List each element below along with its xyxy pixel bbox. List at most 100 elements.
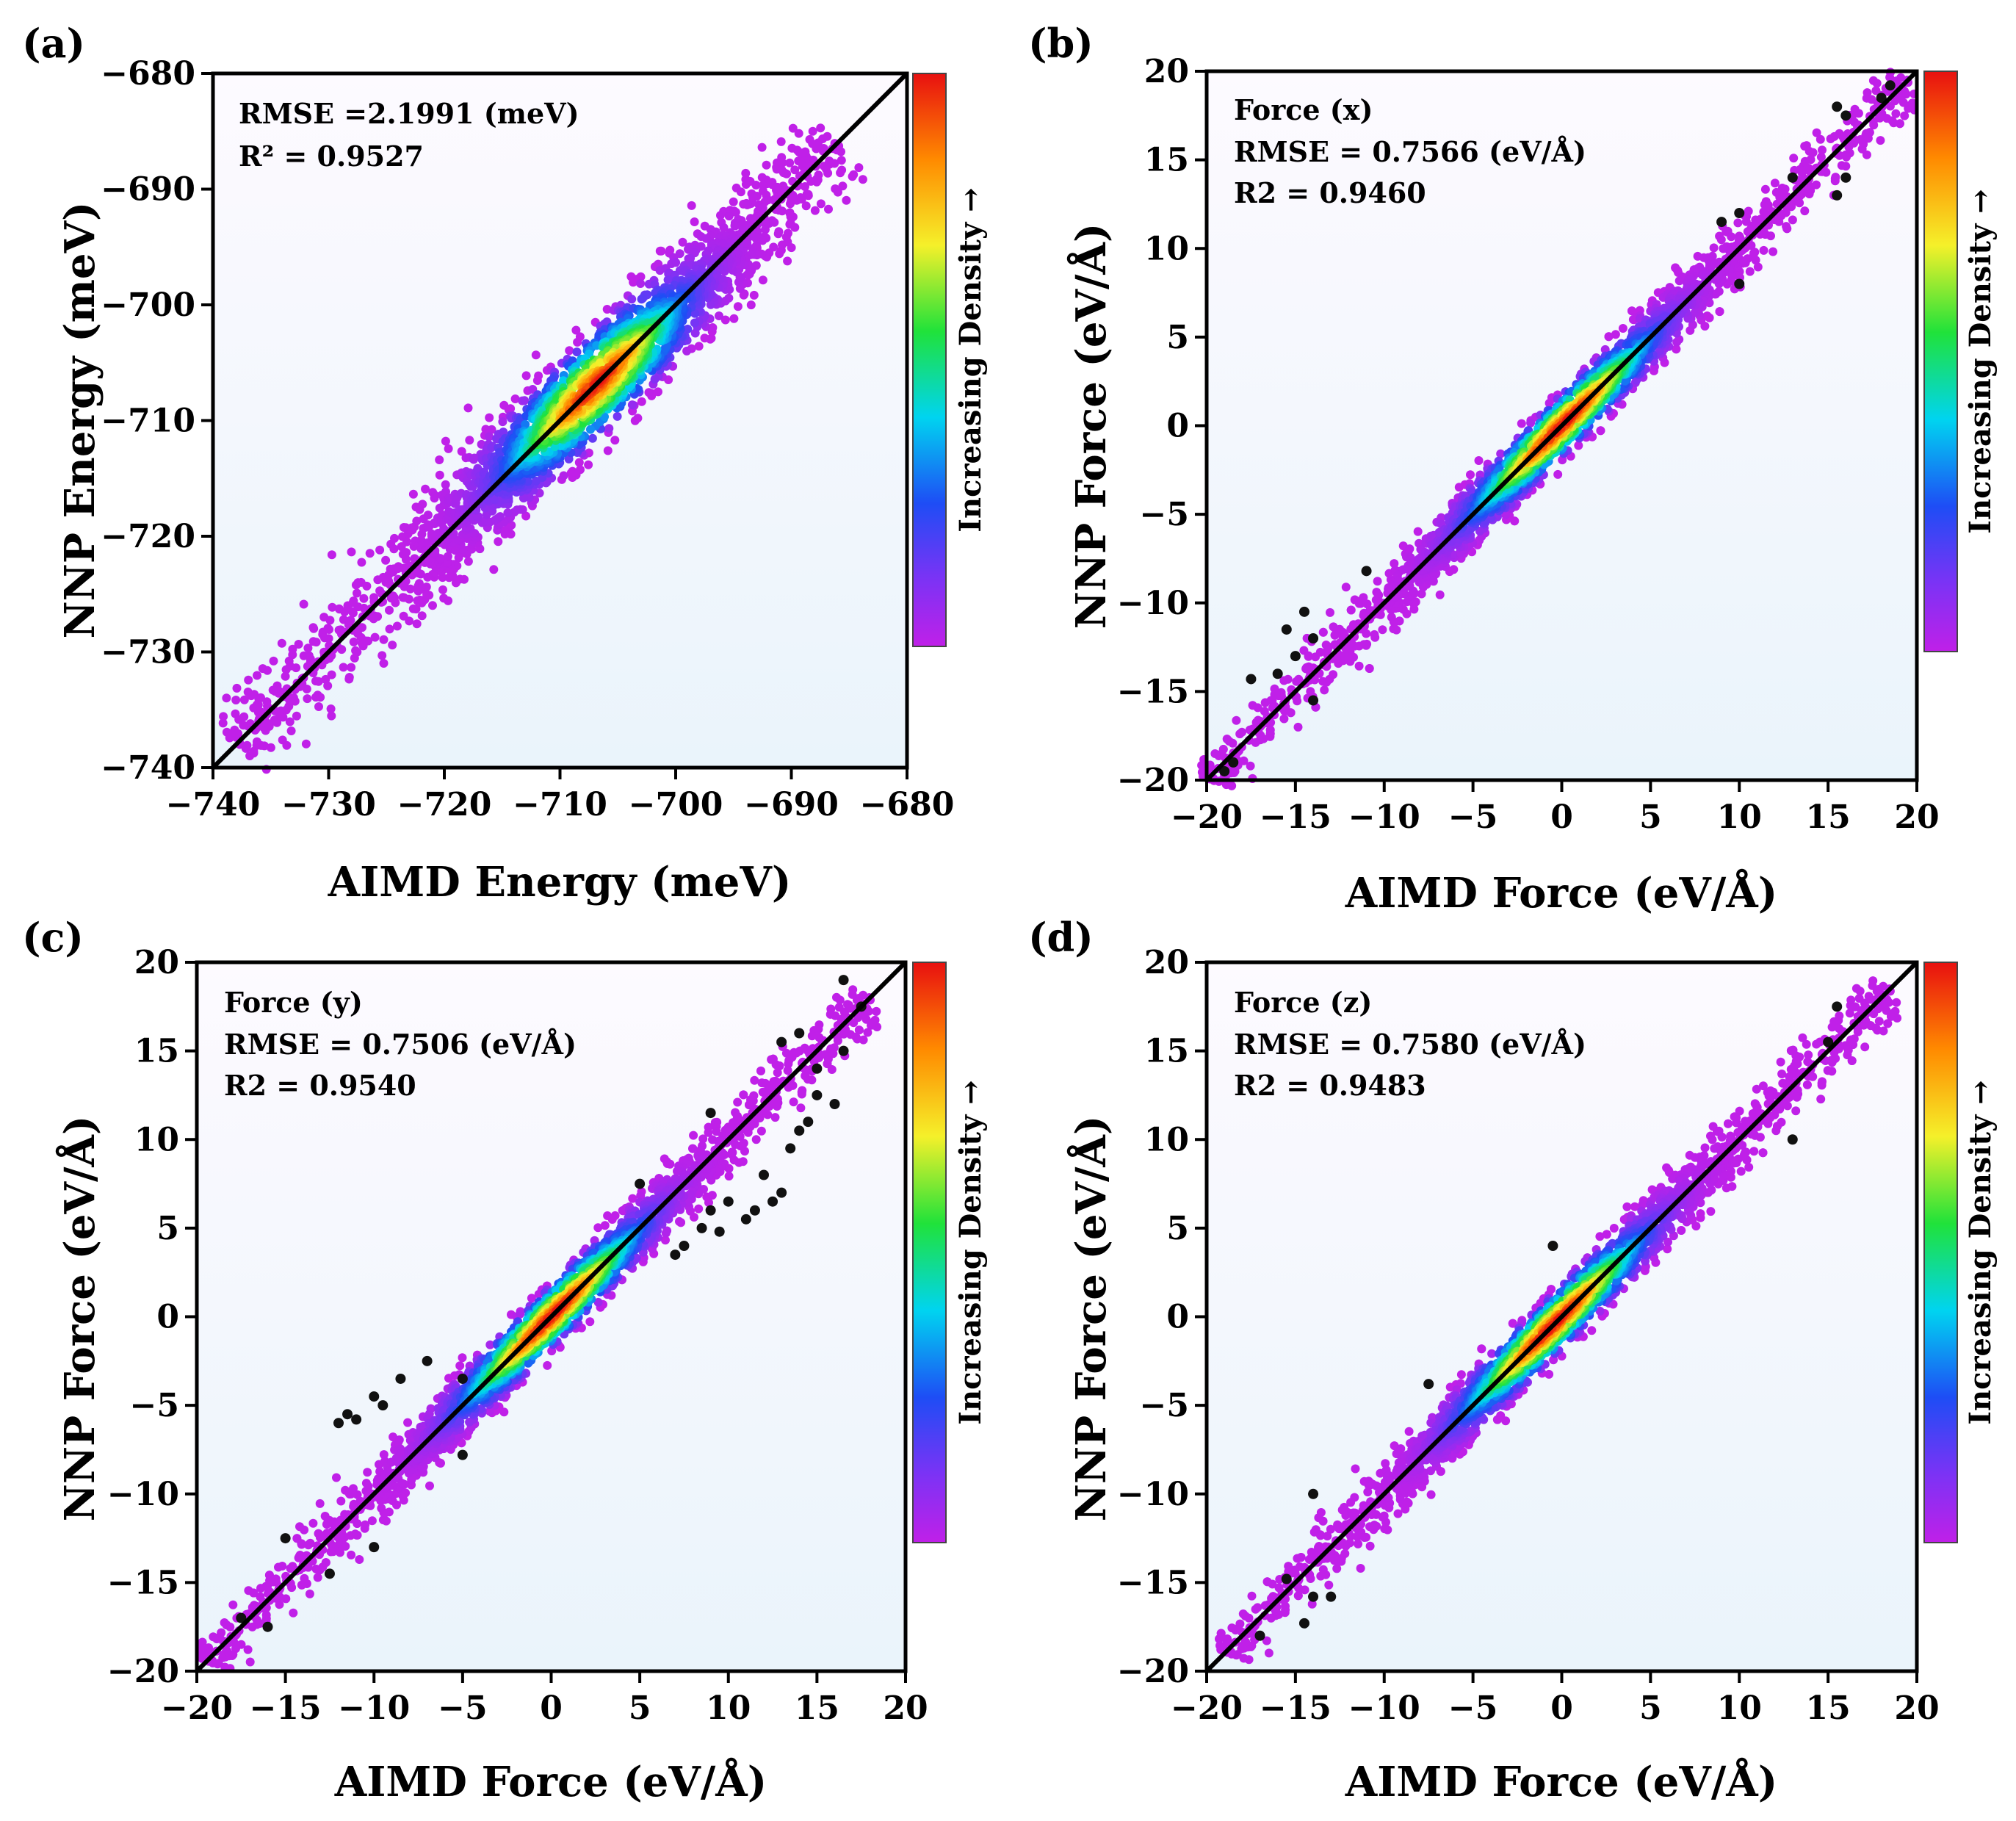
data-point bbox=[1510, 516, 1520, 526]
data-point bbox=[239, 695, 249, 704]
data-point bbox=[242, 740, 252, 750]
data-point bbox=[510, 394, 520, 403]
data-point bbox=[353, 588, 361, 598]
data-point bbox=[513, 505, 521, 515]
data-point bbox=[389, 591, 398, 601]
data-point bbox=[344, 673, 354, 682]
data-point bbox=[444, 444, 453, 453]
data-point bbox=[785, 220, 795, 229]
data-point bbox=[314, 702, 323, 711]
data-point bbox=[339, 663, 348, 672]
data-point bbox=[262, 697, 272, 707]
data-point bbox=[1759, 245, 1768, 255]
data-point bbox=[1218, 745, 1228, 754]
data-point bbox=[736, 187, 745, 197]
data-point bbox=[357, 558, 366, 567]
data-point bbox=[414, 579, 424, 588]
data-point bbox=[1816, 152, 1826, 162]
data-point bbox=[637, 295, 646, 304]
x-tick-label: −720 bbox=[397, 786, 492, 823]
data-point bbox=[637, 397, 646, 406]
data-point bbox=[559, 471, 568, 480]
data-point bbox=[441, 436, 450, 446]
data-point bbox=[741, 180, 751, 189]
data-point bbox=[328, 602, 337, 612]
data-point bbox=[1279, 714, 1289, 724]
data-point bbox=[812, 144, 821, 154]
data-point bbox=[390, 533, 399, 543]
data-point bbox=[325, 616, 335, 625]
x-tick-label: −680 bbox=[860, 786, 955, 823]
data-point bbox=[1370, 630, 1379, 639]
data-point bbox=[1373, 577, 1382, 586]
data-point bbox=[286, 726, 296, 735]
data-point bbox=[746, 300, 756, 310]
data-point bbox=[565, 346, 574, 356]
data-point bbox=[1365, 664, 1374, 673]
data-point bbox=[1387, 613, 1396, 622]
data-point bbox=[1517, 419, 1526, 428]
data-point bbox=[602, 305, 612, 314]
data-point bbox=[327, 670, 336, 679]
data-point bbox=[435, 455, 444, 464]
data-point bbox=[1715, 307, 1724, 317]
x-tick-label: −710 bbox=[513, 786, 607, 823]
data-point bbox=[785, 158, 795, 167]
data-point bbox=[381, 555, 391, 565]
data-point bbox=[399, 611, 408, 621]
data-point bbox=[801, 182, 809, 191]
data-point bbox=[1857, 144, 1867, 154]
data-point bbox=[1239, 756, 1249, 765]
x-tick-label: −700 bbox=[629, 786, 723, 823]
data-point bbox=[299, 599, 308, 609]
data-point bbox=[219, 712, 228, 721]
data-point bbox=[385, 605, 394, 615]
data-point bbox=[1788, 215, 1797, 225]
data-point bbox=[379, 659, 389, 668]
data-point bbox=[520, 396, 530, 405]
data-point bbox=[359, 603, 369, 613]
data-point bbox=[1553, 469, 1563, 479]
data-point bbox=[1800, 206, 1810, 216]
panel-a: (a) −740 −730 −720 −710 −700 −690 −680−740−730… bbox=[22, 20, 988, 906]
data-point bbox=[1354, 661, 1364, 671]
data-point bbox=[1760, 184, 1770, 194]
data-point bbox=[292, 711, 301, 721]
data-point bbox=[604, 424, 614, 433]
data-point bbox=[234, 729, 242, 738]
data-point bbox=[465, 436, 474, 445]
data-point bbox=[253, 671, 261, 680]
data-point bbox=[375, 545, 385, 555]
data-point bbox=[252, 737, 261, 746]
data-point bbox=[788, 123, 798, 133]
x-axis-label: AIMD Energy (meV) bbox=[328, 858, 792, 906]
data-point bbox=[1716, 235, 1726, 245]
data-point bbox=[521, 371, 531, 381]
data-point bbox=[729, 314, 739, 323]
data-point bbox=[749, 290, 759, 300]
data-point bbox=[294, 640, 303, 649]
x-tick-label: −740 bbox=[166, 786, 261, 823]
data-point bbox=[489, 565, 499, 574]
y-axis-label: NNP Energy (meV) bbox=[56, 201, 104, 638]
data-point bbox=[858, 175, 867, 184]
data-point bbox=[1341, 583, 1351, 592]
data-point bbox=[428, 601, 437, 610]
y-tick-label: −730 bbox=[101, 634, 195, 671]
data-point bbox=[824, 204, 833, 214]
data-point bbox=[292, 663, 301, 673]
data-point bbox=[496, 512, 505, 522]
data-point bbox=[362, 581, 372, 591]
data-point bbox=[837, 156, 846, 165]
data-point bbox=[778, 240, 787, 250]
data-point bbox=[584, 460, 593, 469]
data-point bbox=[724, 212, 734, 221]
data-point bbox=[435, 470, 444, 480]
data-point bbox=[1526, 418, 1536, 428]
panel-label: (a) bbox=[22, 20, 85, 67]
data-point bbox=[457, 447, 466, 456]
data-point bbox=[281, 671, 290, 681]
data-point bbox=[309, 624, 319, 633]
data-point bbox=[417, 611, 427, 621]
data-point bbox=[288, 644, 297, 654]
